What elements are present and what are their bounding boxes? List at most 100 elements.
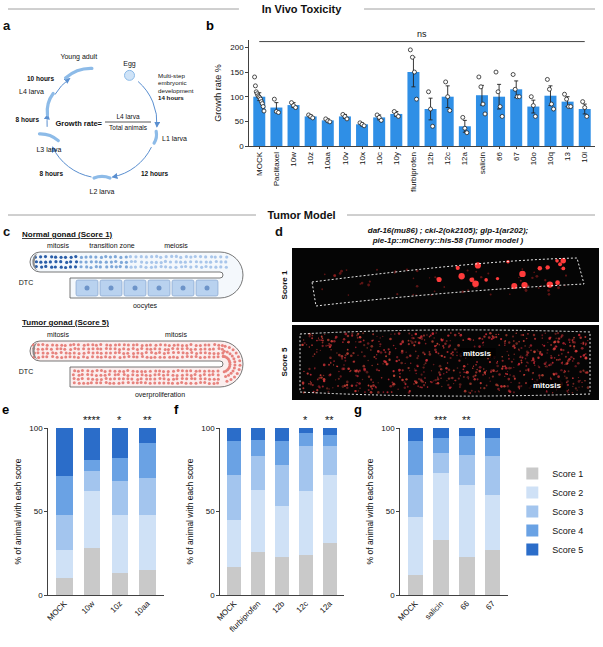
svg-text:salicin: salicin (423, 599, 445, 621)
svg-text:10z: 10z (306, 152, 315, 165)
svg-text:***: *** (434, 414, 448, 426)
svg-text:a: a (3, 18, 11, 33)
svg-text:10o: 10o (529, 151, 538, 165)
svg-text:mitosis: mitosis (47, 331, 69, 338)
svg-text:transition zone: transition zone (89, 242, 135, 249)
svg-text:% of animal with each score: % of animal with each score (365, 458, 375, 564)
svg-text:Multi-step: Multi-step (158, 72, 185, 79)
svg-text:salicin: salicin (478, 152, 487, 174)
svg-text:12b: 12b (426, 151, 435, 165)
svg-text:Egg: Egg (123, 60, 136, 68)
svg-text:daf-16(mu86) ; cki-2(ok2105);: daf-16(mu86) ; cki-2(ok2105); glp-1(ar20… (368, 226, 529, 235)
svg-text:mitosis: mitosis (463, 349, 492, 358)
svg-text:100: 100 (201, 424, 215, 433)
svg-text:0: 0 (390, 591, 395, 600)
svg-text:10x: 10x (358, 152, 367, 165)
svg-text:Score 4: Score 4 (552, 526, 583, 536)
svg-text:mitosis: mitosis (533, 381, 562, 390)
svg-text:50: 50 (235, 117, 244, 126)
svg-text:% of animal with each score: % of animal with each score (185, 458, 195, 564)
svg-text:0: 0 (239, 142, 244, 151)
svg-text:10z: 10z (109, 599, 124, 614)
svg-text:12a: 12a (318, 599, 334, 615)
svg-text:MOCK: MOCK (396, 599, 420, 623)
svg-text:****: **** (83, 414, 101, 426)
svg-text:12b: 12b (270, 599, 286, 615)
svg-text:200: 200 (230, 43, 244, 52)
svg-text:12c: 12c (443, 152, 452, 165)
svg-text:8 hours: 8 hours (40, 170, 64, 177)
svg-text:L3 larva: L3 larva (36, 146, 61, 153)
svg-text:mitosis: mitosis (47, 242, 69, 249)
svg-text:MOCK: MOCK (45, 599, 69, 623)
svg-text:flurbiprofen: flurbiprofen (409, 152, 418, 192)
svg-text:oocytes: oocytes (133, 302, 158, 310)
svg-text:10c: 10c (375, 152, 384, 165)
svg-text:13: 13 (563, 151, 572, 160)
svg-text:DTC: DTC (19, 279, 33, 286)
svg-text:Total animals: Total animals (109, 124, 148, 131)
svg-text:Normal gonad (Score 1): Normal gonad (Score 1) (22, 230, 113, 239)
svg-text:meiosis: meiosis (164, 242, 188, 249)
svg-text:L1 larva: L1 larva (162, 135, 187, 142)
svg-text:MOCK: MOCK (255, 151, 264, 176)
svg-text:10aa: 10aa (323, 151, 332, 169)
svg-text:Score 5: Score 5 (552, 545, 583, 555)
svg-text:Growth rate=: Growth rate= (56, 119, 103, 128)
svg-text:*: * (117, 414, 122, 426)
svg-text:12 hours: 12 hours (141, 170, 168, 177)
svg-text:Tumor Model: Tumor Model (267, 209, 335, 221)
svg-text:67: 67 (512, 151, 521, 160)
svg-text:50: 50 (34, 507, 43, 516)
svg-text:ns: ns (417, 29, 427, 39)
svg-text:MOCK: MOCK (215, 599, 239, 623)
svg-text:Score 2: Score 2 (552, 488, 583, 498)
svg-text:12c: 12c (295, 599, 310, 614)
svg-text:0: 0 (38, 591, 43, 600)
svg-text:L4 larva: L4 larva (116, 113, 140, 120)
svg-text:50: 50 (206, 507, 215, 516)
svg-text:Score 5: Score 5 (280, 347, 289, 376)
svg-text:10w: 10w (80, 599, 97, 616)
svg-text:Tumor gonad (Score 5): Tumor gonad (Score 5) (22, 318, 109, 327)
svg-text:100: 100 (230, 93, 244, 102)
svg-text:10v: 10v (341, 152, 350, 165)
svg-text:**: ** (325, 414, 334, 426)
svg-text:10y: 10y (392, 152, 401, 165)
svg-text:100: 100 (29, 424, 43, 433)
svg-text:Growth rate %: Growth rate % (213, 64, 223, 122)
svg-text:**: ** (143, 414, 152, 426)
svg-text:14 hours: 14 hours (158, 94, 184, 101)
svg-text:Score 1: Score 1 (280, 270, 289, 299)
svg-text:10w: 10w (289, 152, 298, 167)
svg-text:66: 66 (495, 151, 504, 160)
svg-text:67: 67 (484, 599, 497, 612)
svg-text:flurbiprofen: flurbiprofen (228, 599, 263, 634)
svg-text:DTC: DTC (19, 368, 33, 375)
svg-text:10q: 10q (546, 152, 555, 165)
svg-text:Paclitaxel: Paclitaxel (272, 152, 281, 186)
svg-text:pie-1p::mCherry::his-58 (Tumor: pie-1p::mCherry::his-58 (Tumor model ) (372, 236, 524, 245)
svg-text:150: 150 (230, 68, 244, 77)
svg-text:embryonic: embryonic (158, 79, 187, 86)
svg-text:Young adult: Young adult (60, 53, 97, 61)
svg-text:L2 larva: L2 larva (90, 188, 115, 195)
svg-text:**: ** (462, 414, 471, 426)
svg-text:mitosis: mitosis (165, 331, 187, 338)
svg-text:c: c (3, 224, 10, 239)
svg-text:10aa: 10aa (133, 599, 152, 618)
svg-text:10l: 10l (580, 152, 589, 163)
svg-text:0: 0 (210, 591, 215, 600)
svg-text:Score 1: Score 1 (552, 469, 583, 479)
svg-text:% of animal with each score: % of animal with each score (13, 458, 23, 564)
svg-text:100: 100 (381, 424, 395, 433)
svg-text:L4 larva: L4 larva (19, 88, 44, 95)
svg-text:10 hours: 10 hours (27, 75, 54, 82)
svg-text:*: * (303, 414, 308, 426)
svg-text:12a: 12a (460, 151, 469, 165)
svg-text:development: development (158, 87, 194, 94)
svg-text:In Vivo Toxicity: In Vivo Toxicity (262, 3, 343, 15)
svg-text:8 hours: 8 hours (16, 116, 40, 123)
svg-text:50: 50 (386, 507, 395, 516)
svg-text:66: 66 (458, 599, 471, 612)
